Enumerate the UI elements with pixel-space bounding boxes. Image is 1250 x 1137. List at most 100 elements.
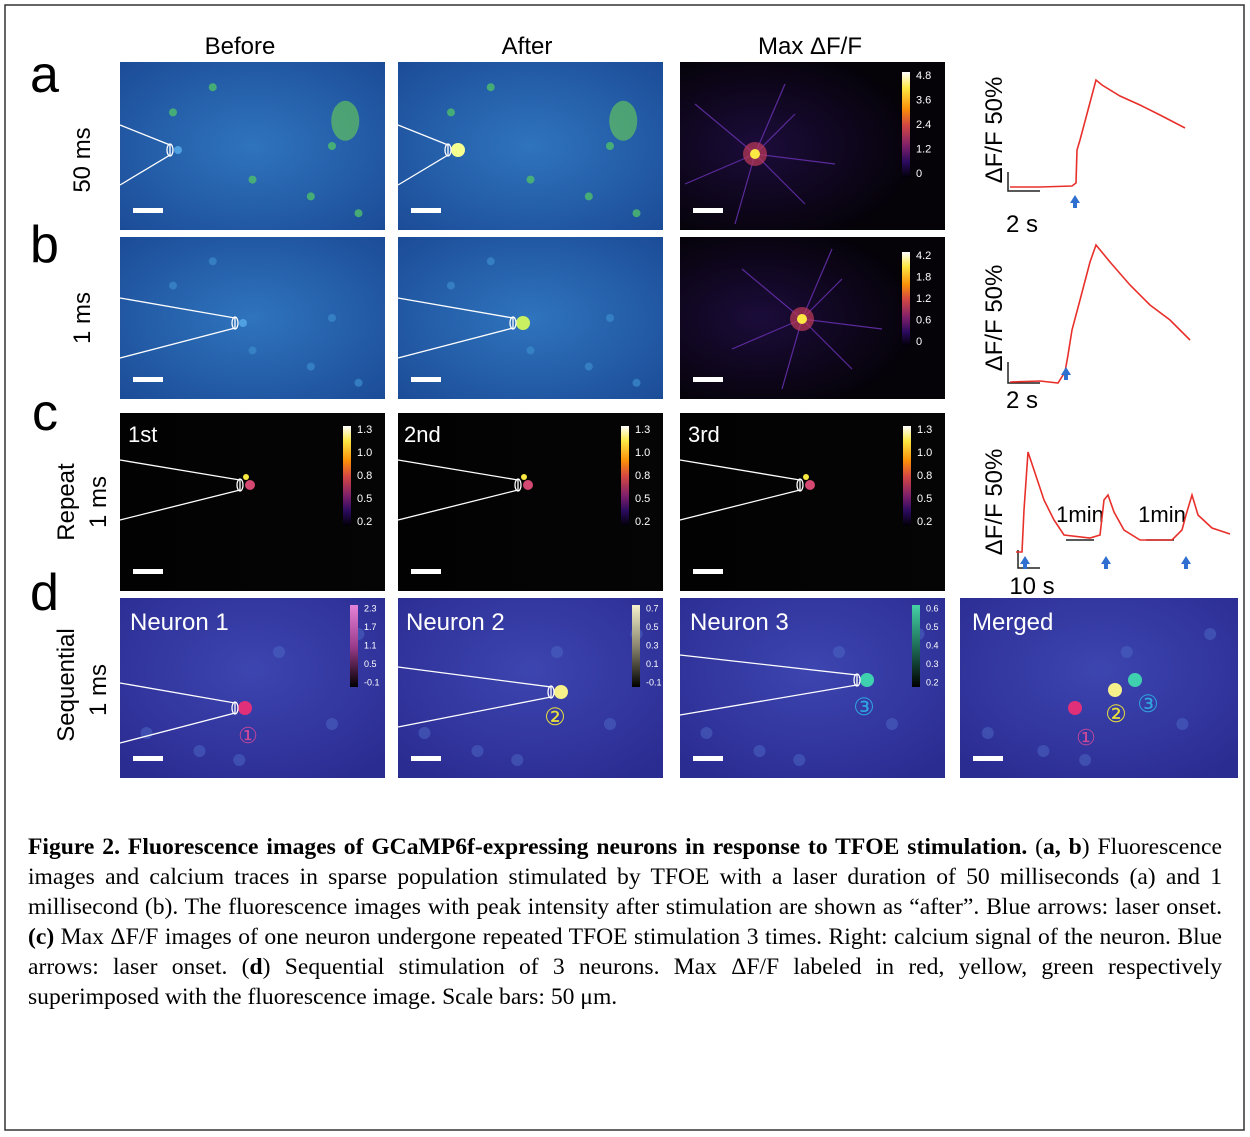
colorbar-tick-label: 0 — [916, 336, 922, 348]
colorbar-tick-label: 0.6 — [916, 314, 931, 326]
cell — [551, 646, 563, 658]
pipette — [397, 459, 519, 521]
image-label: Neuron 3 — [690, 609, 789, 636]
neurite — [801, 248, 833, 320]
cell — [208, 257, 217, 266]
stimulated-neuron — [1128, 673, 1142, 687]
row-label: Sequential — [53, 628, 80, 741]
onset-arrow — [1181, 556, 1191, 569]
caption-segment: ) Fluorescence images and calcium traces… — [28, 834, 1222, 920]
colorbar-tick-label: 0.2 — [357, 516, 372, 528]
pipette — [397, 124, 449, 186]
panel-letter: a — [30, 46, 59, 104]
trace-y-label: ΔF/F 50% — [981, 449, 1008, 556]
colorbar-tick-label: 0.3 — [646, 640, 659, 650]
caption-segment: ) Sequential stimulation of 3 neurons. M… — [28, 954, 1222, 1010]
cell — [1120, 646, 1133, 658]
pipette-tip — [444, 143, 452, 157]
pipette — [397, 297, 514, 359]
panel-letter: d — [30, 564, 59, 622]
cell — [606, 314, 614, 322]
scale-bar — [411, 756, 441, 761]
micrograph — [120, 413, 385, 591]
scale-bar — [133, 756, 163, 761]
interval-label: 1min — [1056, 502, 1104, 527]
onset-arrow — [1070, 195, 1080, 208]
cell — [273, 646, 285, 658]
pipette-tip — [231, 701, 239, 715]
colorbar-tick-label: 4.2 — [916, 250, 931, 262]
stimulated-neuron — [554, 685, 568, 699]
colorbar-tick-label: 1.3 — [917, 424, 932, 436]
colorbar-tick-label: 1.7 — [364, 622, 377, 632]
image-grid — [119, 62, 1238, 778]
onset-arrows — [1020, 195, 1191, 569]
pipette — [679, 654, 858, 716]
colorbar-tick-label: 0.8 — [917, 470, 932, 482]
colorbar-tick-label: 1.3 — [357, 424, 372, 436]
neuron-marker: ② — [1105, 701, 1127, 728]
micrograph — [680, 62, 945, 230]
trace-x-label: 10 s — [1009, 573, 1054, 600]
row-label: 1 ms — [85, 476, 112, 528]
colorbar-tick-label: 0.5 — [917, 493, 932, 505]
colorbar-tick-label: 0 — [916, 168, 922, 180]
cell — [1037, 745, 1050, 757]
scale-bar — [693, 569, 723, 574]
colorbar-tick-label: 0.8 — [357, 470, 372, 482]
cell — [511, 754, 524, 766]
image-label: 3rd — [688, 422, 720, 447]
cell — [584, 362, 593, 371]
cell — [833, 646, 845, 658]
scale-bar — [693, 377, 723, 382]
cell — [354, 209, 363, 218]
cell — [604, 718, 616, 730]
pipette-tip — [514, 478, 522, 492]
cell-peak — [521, 474, 527, 480]
stimulated-neuron — [451, 143, 465, 157]
row-label: 50 ms — [69, 127, 96, 192]
cell — [140, 727, 153, 739]
colorbar-tick-label: 0.7 — [646, 603, 659, 613]
colorbar-tick-label: 1.0 — [357, 447, 372, 459]
image-label: 2nd — [404, 422, 441, 447]
scale-bar — [1007, 362, 1040, 384]
caption-segment: Max ΔF/F images of one neuron undergone … — [28, 924, 1222, 980]
caption-segment: a, b — [1043, 834, 1082, 860]
cell — [233, 754, 246, 766]
pipette-tip — [166, 143, 174, 157]
pipette-tip — [853, 673, 861, 687]
cell — [632, 378, 641, 387]
trace-x-label: 2 s — [1006, 387, 1038, 414]
cell — [193, 745, 206, 757]
neuron-marker: ③ — [853, 694, 875, 721]
caption-segment: Figure 2. Fluorescence images of GCaMP6f… — [28, 834, 1028, 860]
cell — [1079, 754, 1092, 766]
column-header: Before — [205, 33, 276, 60]
cell — [248, 346, 257, 355]
calcium-trace — [1009, 243, 1191, 384]
colorbar-tick-label: 0.6 — [926, 603, 939, 613]
colorbar-tick-label: 0.5 — [646, 622, 659, 632]
row-label: Repeat — [53, 463, 80, 541]
neurite — [694, 103, 756, 155]
trace-x-label: 2 s — [1006, 211, 1038, 238]
scale-bar — [973, 756, 1003, 761]
row-label: 1 ms — [69, 292, 96, 344]
cell — [526, 346, 535, 355]
interval-label: 1min — [1138, 502, 1186, 527]
cell — [886, 718, 898, 730]
stimulated-neuron — [239, 319, 247, 327]
cell-peak — [523, 480, 533, 490]
pipette-tip — [796, 478, 804, 492]
colorbar-tick-label: 2.3 — [364, 603, 377, 613]
colorbar — [350, 605, 358, 687]
cell — [1204, 628, 1217, 640]
cell — [471, 745, 484, 757]
colorbar-tick-label: 0.5 — [635, 493, 650, 505]
scale-bar — [693, 756, 723, 761]
cell — [526, 175, 535, 184]
micrograph — [120, 237, 385, 399]
micrograph — [398, 598, 663, 778]
colorbar — [902, 252, 910, 346]
